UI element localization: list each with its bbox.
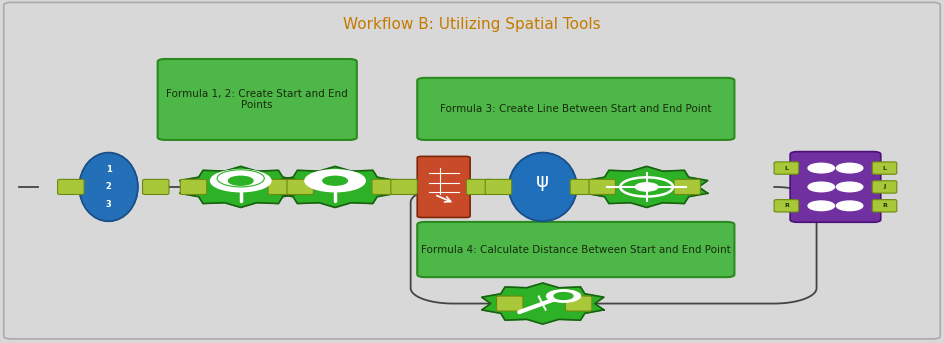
Circle shape bbox=[808, 163, 834, 173]
Text: Formula 4: Calculate Distance Between Start and End Point: Formula 4: Calculate Distance Between St… bbox=[421, 245, 731, 255]
Circle shape bbox=[808, 201, 834, 211]
Ellipse shape bbox=[79, 153, 138, 221]
Polygon shape bbox=[481, 283, 604, 324]
Text: R: R bbox=[882, 203, 887, 208]
Polygon shape bbox=[585, 166, 708, 208]
Circle shape bbox=[323, 176, 347, 185]
FancyBboxPatch shape bbox=[417, 222, 734, 277]
FancyBboxPatch shape bbox=[872, 181, 897, 193]
Text: Workflow B: Utilizing Spatial Tools: Workflow B: Utilizing Spatial Tools bbox=[344, 16, 600, 32]
Ellipse shape bbox=[509, 153, 577, 221]
FancyBboxPatch shape bbox=[268, 179, 295, 194]
Circle shape bbox=[836, 182, 863, 192]
Polygon shape bbox=[274, 166, 396, 208]
Text: /: / bbox=[533, 294, 552, 313]
FancyBboxPatch shape bbox=[774, 162, 799, 174]
Circle shape bbox=[217, 170, 264, 187]
Text: 1: 1 bbox=[106, 165, 111, 174]
FancyBboxPatch shape bbox=[589, 179, 615, 194]
Circle shape bbox=[635, 183, 658, 191]
FancyBboxPatch shape bbox=[158, 59, 357, 140]
Text: L: L bbox=[883, 166, 886, 170]
FancyBboxPatch shape bbox=[417, 78, 734, 140]
Text: 2: 2 bbox=[106, 182, 111, 191]
FancyBboxPatch shape bbox=[391, 179, 417, 194]
Text: R: R bbox=[784, 203, 789, 208]
FancyBboxPatch shape bbox=[372, 179, 398, 194]
Circle shape bbox=[211, 170, 271, 192]
FancyBboxPatch shape bbox=[570, 179, 597, 194]
FancyBboxPatch shape bbox=[497, 296, 523, 311]
FancyBboxPatch shape bbox=[485, 179, 512, 194]
Circle shape bbox=[836, 201, 863, 211]
Circle shape bbox=[836, 163, 863, 173]
Circle shape bbox=[228, 176, 253, 185]
FancyBboxPatch shape bbox=[58, 179, 84, 194]
FancyBboxPatch shape bbox=[287, 179, 313, 194]
FancyBboxPatch shape bbox=[466, 179, 493, 194]
Circle shape bbox=[554, 293, 573, 299]
FancyBboxPatch shape bbox=[872, 162, 897, 174]
FancyBboxPatch shape bbox=[180, 179, 207, 194]
FancyBboxPatch shape bbox=[872, 200, 897, 212]
Text: ψ: ψ bbox=[536, 172, 549, 191]
FancyBboxPatch shape bbox=[4, 2, 940, 339]
FancyBboxPatch shape bbox=[565, 296, 592, 311]
FancyBboxPatch shape bbox=[143, 179, 169, 194]
FancyBboxPatch shape bbox=[674, 179, 700, 194]
Text: J: J bbox=[884, 185, 885, 189]
Text: 3: 3 bbox=[106, 200, 111, 209]
FancyBboxPatch shape bbox=[774, 200, 799, 212]
Text: L: L bbox=[784, 166, 788, 170]
FancyBboxPatch shape bbox=[417, 156, 470, 217]
Circle shape bbox=[808, 182, 834, 192]
Polygon shape bbox=[179, 166, 302, 208]
Circle shape bbox=[305, 170, 365, 192]
Text: Formula 1, 2: Create Start and End
Points: Formula 1, 2: Create Start and End Point… bbox=[166, 89, 348, 110]
Text: Formula 3: Create Line Between Start and End Point: Formula 3: Create Line Between Start and… bbox=[440, 104, 712, 114]
FancyBboxPatch shape bbox=[790, 152, 881, 222]
Circle shape bbox=[547, 290, 581, 302]
